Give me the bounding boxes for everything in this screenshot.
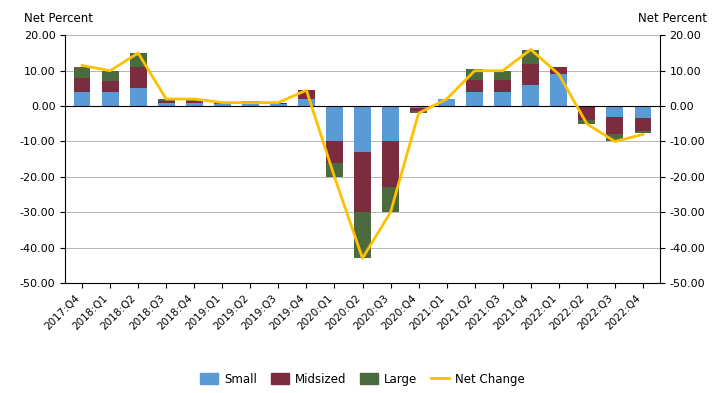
Bar bbox=[494, 92, 511, 106]
Bar bbox=[102, 71, 118, 81]
Bar bbox=[354, 212, 371, 258]
Net Change bbox=[526, 47, 535, 52]
Net Change bbox=[498, 68, 507, 73]
Bar bbox=[326, 163, 343, 177]
Bar bbox=[354, 106, 371, 152]
Bar bbox=[494, 79, 511, 92]
Net Change bbox=[582, 121, 591, 126]
Bar bbox=[466, 69, 483, 79]
Bar bbox=[158, 99, 175, 101]
Bar bbox=[382, 106, 399, 141]
Net Change bbox=[555, 72, 563, 77]
Bar bbox=[354, 152, 371, 212]
Bar bbox=[634, 119, 651, 131]
Bar bbox=[382, 187, 399, 212]
Net Change bbox=[78, 63, 86, 68]
Bar bbox=[438, 99, 455, 106]
Net Change bbox=[134, 51, 143, 55]
Bar bbox=[214, 104, 231, 106]
Net Change bbox=[358, 256, 367, 261]
Net Change bbox=[442, 97, 451, 101]
Net Change bbox=[610, 139, 619, 144]
Net Change bbox=[190, 97, 199, 101]
Text: Net Percent: Net Percent bbox=[638, 13, 708, 26]
Bar bbox=[607, 106, 624, 117]
Bar bbox=[74, 78, 91, 92]
Net Change bbox=[162, 97, 170, 101]
Net Change bbox=[414, 111, 423, 116]
Bar bbox=[607, 117, 624, 134]
Bar bbox=[158, 103, 175, 106]
Net Change bbox=[246, 100, 254, 105]
Bar bbox=[410, 108, 427, 112]
Net Change bbox=[106, 68, 115, 73]
Bar bbox=[130, 88, 146, 106]
Bar bbox=[550, 74, 567, 106]
Net Change bbox=[471, 68, 479, 73]
Bar bbox=[607, 134, 624, 141]
Bar bbox=[298, 90, 315, 99]
Text: Net Percent: Net Percent bbox=[24, 13, 93, 26]
Bar bbox=[634, 131, 651, 133]
Net Change bbox=[302, 88, 311, 93]
Bar bbox=[158, 101, 175, 103]
Bar bbox=[410, 112, 427, 113]
Bar bbox=[102, 92, 118, 106]
Bar bbox=[186, 101, 203, 103]
Bar bbox=[270, 104, 287, 106]
Bar bbox=[634, 106, 651, 119]
Bar bbox=[214, 103, 231, 104]
Net Change bbox=[330, 174, 339, 179]
Bar bbox=[130, 53, 146, 67]
Bar bbox=[186, 103, 203, 106]
Bar bbox=[298, 99, 315, 106]
Bar bbox=[382, 141, 399, 187]
Bar bbox=[466, 92, 483, 106]
Bar bbox=[270, 103, 287, 104]
Bar bbox=[242, 103, 259, 106]
Bar bbox=[326, 106, 343, 141]
Bar bbox=[522, 64, 539, 85]
Bar bbox=[579, 120, 595, 124]
Bar bbox=[186, 99, 203, 101]
Bar bbox=[102, 81, 118, 92]
Bar bbox=[494, 71, 511, 79]
Bar bbox=[130, 67, 146, 88]
Bar bbox=[522, 50, 539, 64]
Net Change bbox=[639, 132, 647, 137]
Bar bbox=[74, 92, 91, 106]
Bar bbox=[579, 106, 595, 120]
Bar bbox=[466, 79, 483, 92]
Net Change bbox=[386, 210, 395, 215]
Bar bbox=[74, 67, 91, 78]
Bar bbox=[410, 106, 427, 108]
Bar bbox=[326, 141, 343, 163]
Bar bbox=[550, 67, 567, 74]
Line: Net Change: Net Change bbox=[82, 50, 643, 258]
Net Change bbox=[274, 100, 283, 105]
Bar bbox=[522, 85, 539, 106]
Bar bbox=[242, 101, 259, 103]
Net Change bbox=[218, 100, 227, 105]
Legend: Small, Midsized, Large, Net Change: Small, Midsized, Large, Net Change bbox=[196, 368, 529, 391]
